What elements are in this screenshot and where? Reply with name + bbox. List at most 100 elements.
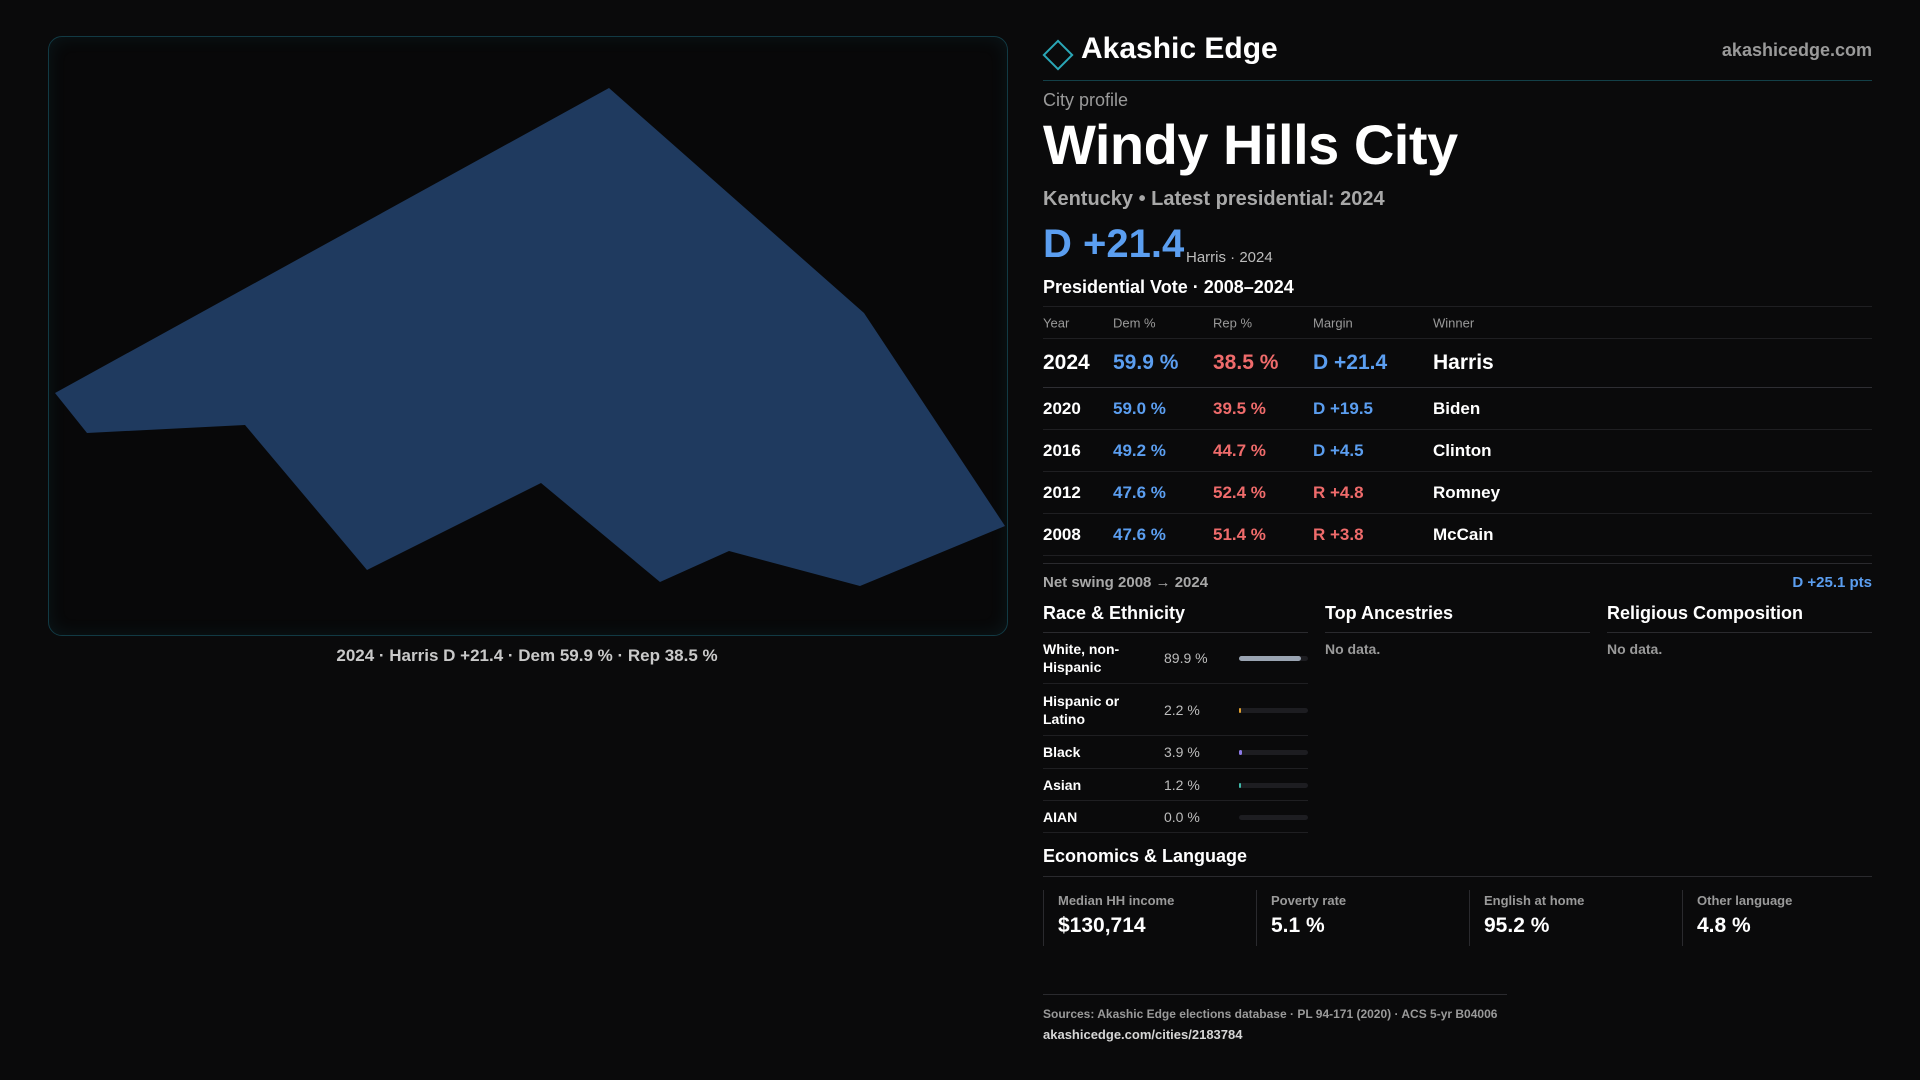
- header-rep: Rep %: [1213, 315, 1253, 330]
- economics-title-row: Economics & Language: [1043, 846, 1872, 877]
- vote-table: Year Dem % Rep % Margin Winner 2024 59.9…: [1043, 306, 1872, 556]
- race-bar-fill: [1239, 782, 1242, 788]
- race-label: Asian: [1043, 776, 1082, 793]
- headline-note: Harris · 2024: [1186, 249, 1273, 266]
- stat-poverty-rate: Poverty rate 5.1 %: [1256, 890, 1447, 946]
- race-value: 3.9 %: [1164, 744, 1200, 760]
- race-value: 1.2 %: [1164, 776, 1200, 793]
- profile-eyebrow: City profile: [1043, 90, 1129, 110]
- religion-empty: No data.: [1607, 641, 1663, 657]
- race-row: White, non-Hispanic 89.9 %: [1043, 633, 1308, 684]
- stat-label: Other language: [1697, 893, 1793, 908]
- race-title-row: Race & Ethnicity: [1043, 600, 1308, 633]
- header-dem: Dem %: [1113, 315, 1156, 330]
- row-dem: 47.6 %: [1113, 524, 1166, 544]
- row-margin: R +3.8: [1313, 524, 1364, 544]
- economics-title: Economics & Language: [1043, 846, 1248, 866]
- diamond-logo-icon: [1042, 39, 1074, 71]
- row-winner: Biden: [1433, 398, 1481, 418]
- city-boundary-svg: [55, 88, 1005, 586]
- ancestries-title: Top Ancestries: [1325, 603, 1454, 623]
- stat-label: English at home: [1484, 893, 1585, 908]
- row-winner: McCain: [1433, 524, 1494, 544]
- race-label: White, non-Hispanic: [1043, 641, 1120, 675]
- stat-label: Median HH income: [1058, 893, 1175, 908]
- race-label: Black: [1043, 744, 1081, 760]
- race-bar: [1239, 750, 1308, 755]
- race-row: Hispanic or Latino 2.2 %: [1043, 684, 1308, 736]
- row-year: 2008: [1043, 524, 1081, 544]
- row-year: 2012: [1043, 482, 1081, 502]
- ancestries-section: Top Ancestries No data.: [1325, 600, 1590, 836]
- race-bar: [1239, 782, 1308, 788]
- table-row: 2016 49.2 % 44.7 % D +4.5 Clinton: [1043, 430, 1872, 472]
- profile-subtitle: Kentucky • Latest presidential: 2024: [1043, 188, 1385, 210]
- race-bar-fill: [1239, 707, 1242, 713]
- net-swing-row: Net swing 2008 → 2024 D +25.1 pts: [1043, 563, 1872, 598]
- row-rep: 38.5 %: [1213, 351, 1279, 374]
- city-boundary-shape[interactable]: [55, 88, 1005, 586]
- ancestries-title-row: Top Ancestries: [1325, 600, 1590, 633]
- ancestries-empty: No data.: [1325, 641, 1381, 657]
- stat-value: $130,714: [1058, 914, 1146, 937]
- row-year: 2016: [1043, 440, 1081, 460]
- row-margin: R +4.8: [1313, 482, 1364, 502]
- profile-panel: Akashic Edge akashicedge.com City profil…: [1042, 0, 1872, 1080]
- row-margin: D +19.5: [1313, 398, 1374, 418]
- race-label: Hispanic or Latino: [1043, 692, 1120, 727]
- stat-label: Poverty rate: [1271, 893, 1347, 908]
- row-winner: Clinton: [1433, 440, 1492, 460]
- row-dem: 59.9 %: [1113, 351, 1179, 374]
- race-row: Black 3.9 %: [1043, 736, 1308, 769]
- stat-value: 4.8 %: [1697, 914, 1751, 937]
- net-swing-value: D +25.1 pts: [1792, 574, 1872, 591]
- row-dem: 49.2 %: [1113, 440, 1166, 460]
- row-rep: 52.4 %: [1213, 482, 1266, 502]
- row-year: 2024: [1043, 351, 1090, 374]
- vote-section-title: Presidential Vote · 2008–2024: [1043, 277, 1294, 297]
- race-value: 89.9 %: [1164, 650, 1208, 666]
- net-swing-label: Net swing 2008 → 2024: [1043, 574, 1209, 591]
- city-boundary-map[interactable]: [48, 36, 1008, 636]
- brand-site-link[interactable]: akashicedge.com: [1721, 40, 1872, 60]
- race-bar: [1239, 814, 1308, 820]
- table-row: 2008 47.6 % 51.4 % R +3.8 McCain: [1043, 514, 1872, 556]
- stat-other-language: Other language 4.8 %: [1682, 890, 1873, 946]
- table-row: 2020 59.0 % 39.5 % D +19.5 Biden: [1043, 388, 1872, 430]
- row-margin: D +21.4: [1313, 351, 1388, 374]
- row-winner: Romney: [1433, 482, 1501, 502]
- race-bar: [1239, 707, 1308, 713]
- row-rep: 51.4 %: [1213, 524, 1266, 544]
- race-bar-fill: [1239, 750, 1242, 755]
- race-title: Race & Ethnicity: [1043, 603, 1186, 623]
- row-margin: D +4.5: [1313, 440, 1364, 460]
- race-value: 0.0 %: [1164, 808, 1200, 825]
- table-row: 2024 59.9 % 38.5 % D +21.4 Harris: [1043, 339, 1872, 388]
- page-url-link[interactable]: akashicedge.com/cities/2183784: [1043, 1027, 1243, 1042]
- religion-title-row: Religious Composition: [1607, 600, 1872, 633]
- map-caption: 2024 · Harris D +21.4 · Dem 59.9 % · Rep…: [336, 646, 718, 665]
- stat-english-at-home: English at home 95.2 %: [1469, 890, 1660, 946]
- header-margin: Margin: [1313, 315, 1353, 330]
- headline-margin: D +21.4: [1043, 222, 1185, 266]
- row-dem: 47.6 %: [1113, 482, 1166, 502]
- brand-header: Akashic Edge akashicedge.com: [1042, 30, 1872, 81]
- page-title: Windy Hills City: [1043, 113, 1458, 176]
- race-value: 2.2 %: [1164, 701, 1200, 718]
- economics-stats: Median HH income $130,714 Poverty rate 5…: [1043, 890, 1872, 946]
- sources-text: Sources: Akashic Edge elections database…: [1043, 1007, 1498, 1021]
- vote-table-header: Year Dem % Rep % Margin Winner: [1043, 307, 1872, 339]
- stat-median-income: Median HH income $130,714: [1043, 890, 1234, 946]
- religion-title: Religious Composition: [1607, 603, 1803, 623]
- row-rep: 39.5 %: [1213, 398, 1266, 418]
- race-row: AIAN 0.0 %: [1043, 801, 1308, 833]
- religion-section: Religious Composition No data.: [1607, 600, 1872, 836]
- race-row: Asian 1.2 %: [1043, 769, 1308, 801]
- row-dem: 59.0 %: [1113, 398, 1166, 418]
- race-bar-fill: [1239, 656, 1302, 661]
- stat-value: 5.1 %: [1271, 914, 1325, 937]
- row-year: 2020: [1043, 398, 1081, 418]
- stat-value: 95.2 %: [1484, 914, 1550, 937]
- footer: Sources: Akashic Edge elections database…: [1043, 994, 1507, 1042]
- race-label: AIAN: [1043, 808, 1078, 825]
